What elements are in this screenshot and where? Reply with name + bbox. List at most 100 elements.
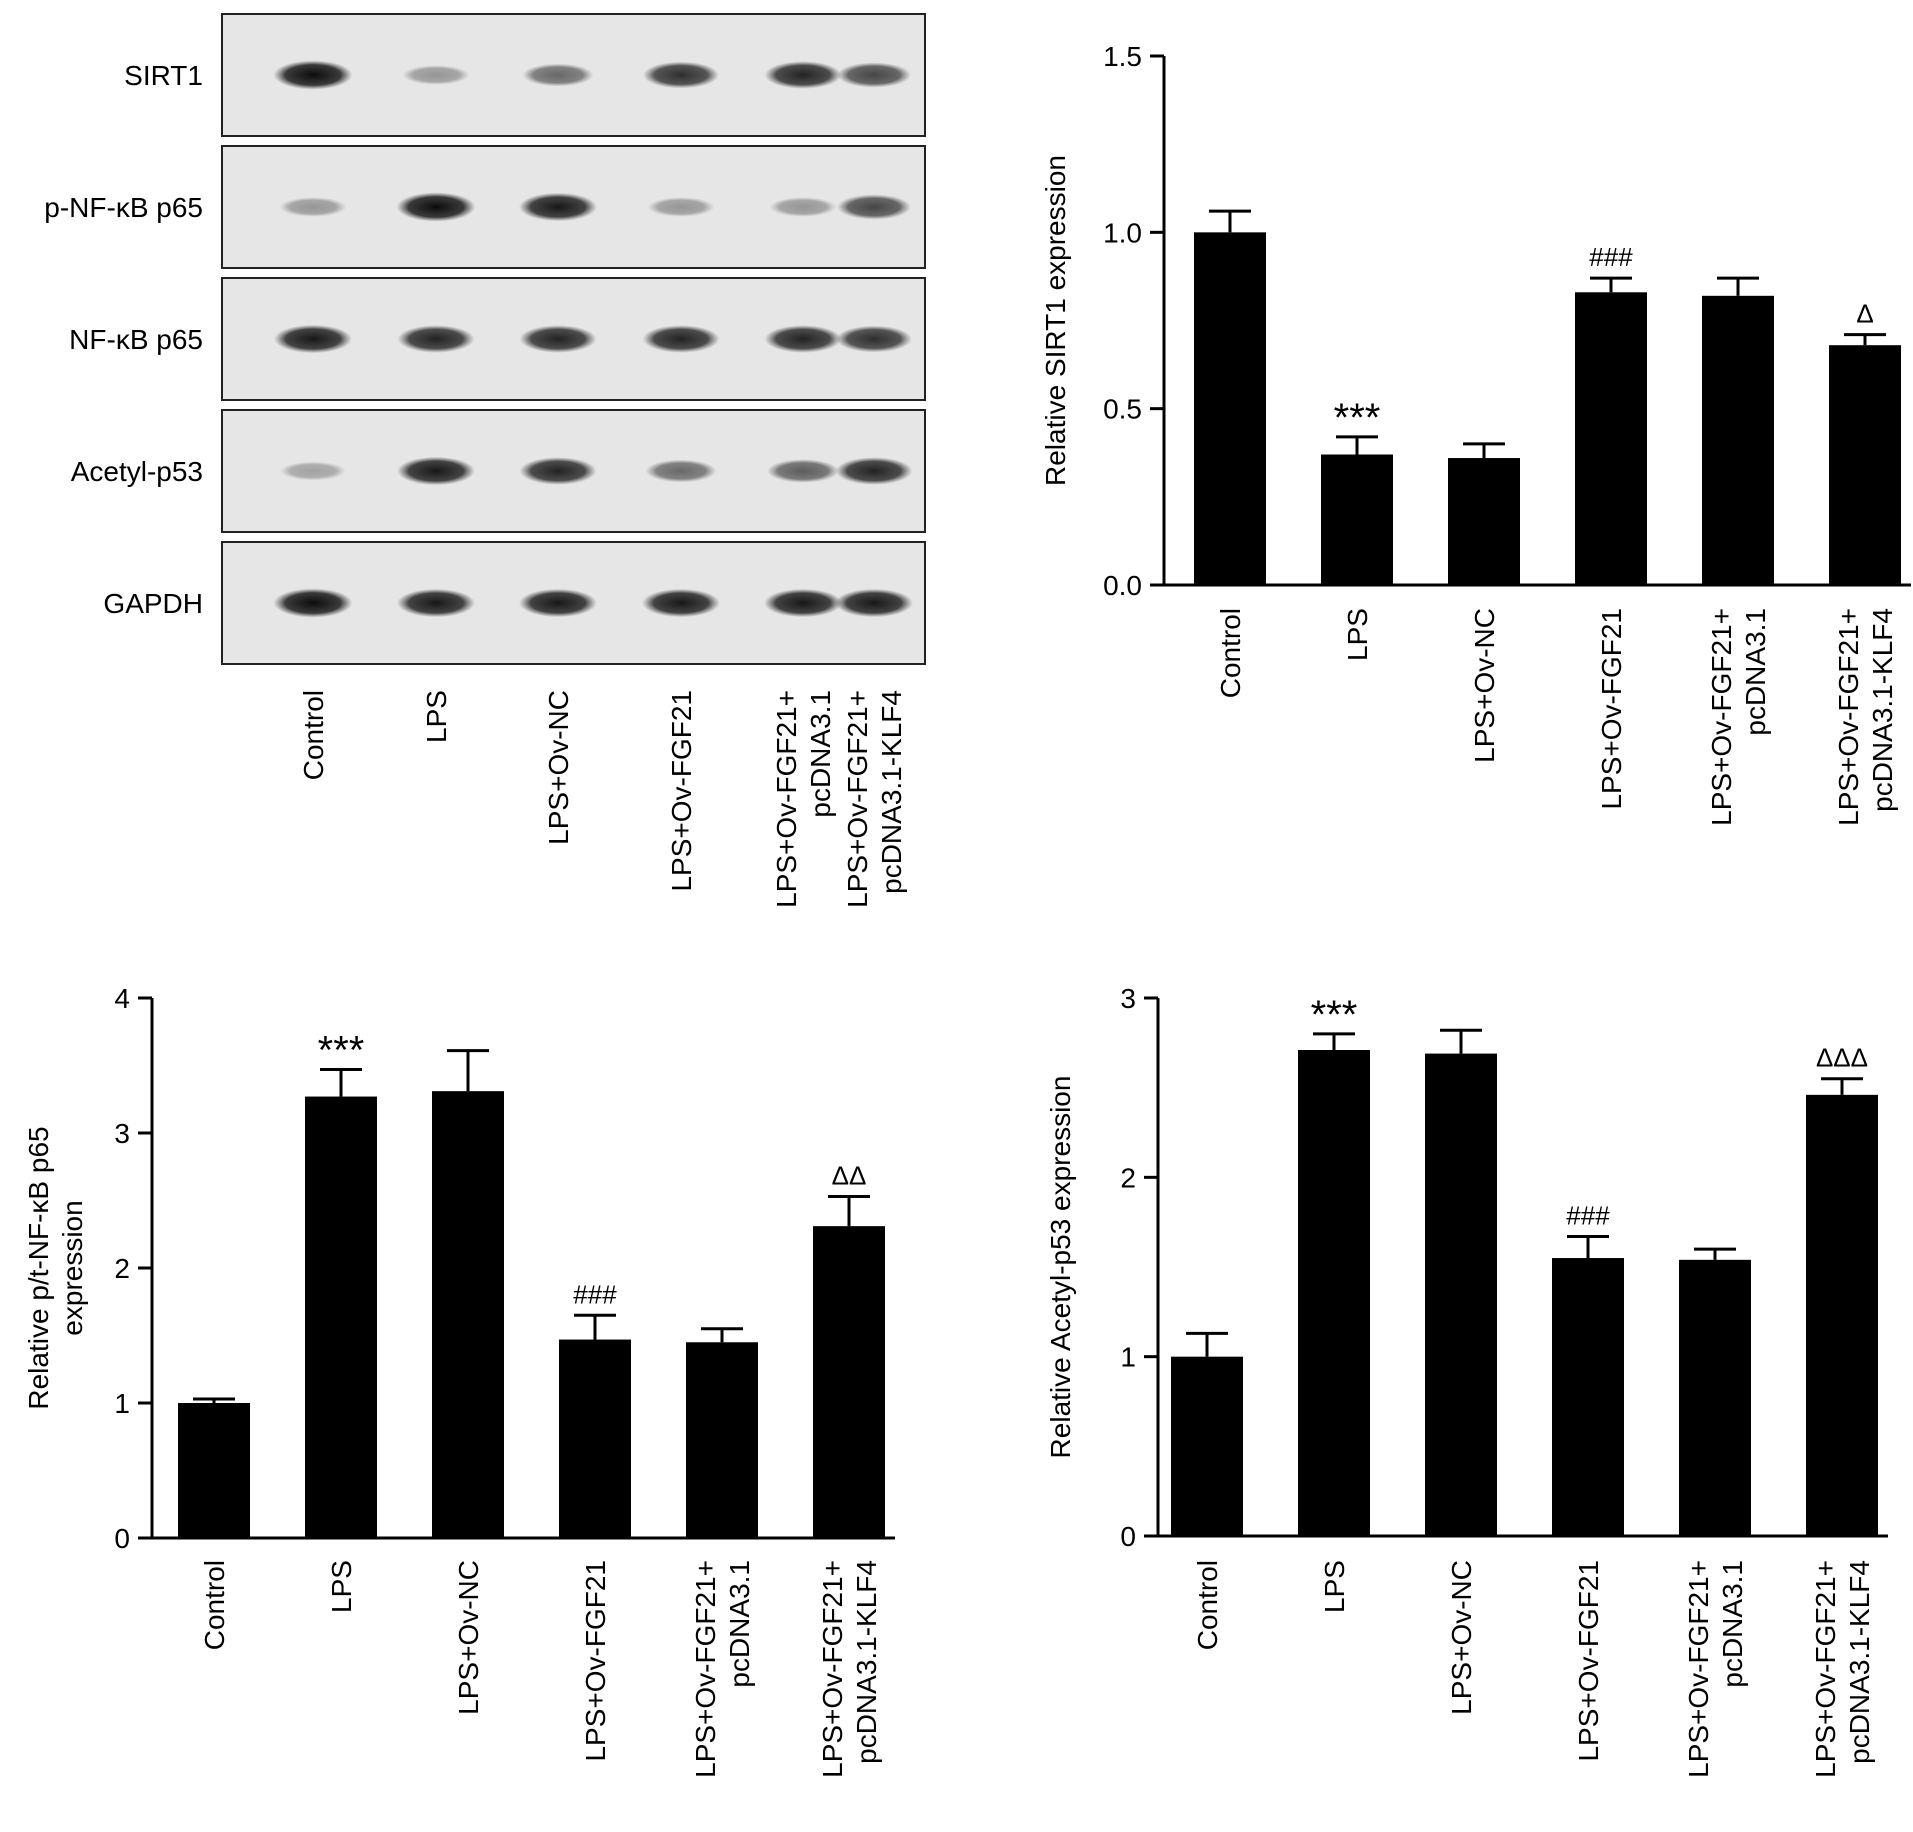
- y-tick-label: 1: [114, 1388, 130, 1419]
- x-tick-label-0: Control: [1215, 608, 1246, 698]
- blot-lane-label-text: LPS+Ov-FGF21+: [842, 690, 873, 908]
- x-tick-label-text: Control: [199, 1560, 230, 1650]
- blot-band: [273, 588, 353, 618]
- blot-band: [402, 65, 470, 85]
- bar: [1552, 1258, 1624, 1536]
- x-tick-label-1: LPS: [1342, 608, 1373, 661]
- blot-band: [764, 325, 842, 353]
- blot-band: [835, 588, 913, 618]
- blot-row-label-1: p-NF-κB p65: [44, 192, 203, 223]
- bar: [1829, 345, 1901, 585]
- blot-band: [647, 197, 715, 217]
- x-tick-label-text: LPS+Ov-FGF21: [1573, 1560, 1604, 1762]
- x-tick-label-text: LPS+Ov-NC: [1446, 1560, 1477, 1715]
- blot-lane-label-3: LPS+Ov-FGF21: [666, 690, 697, 892]
- bar: [1679, 1259, 1751, 1536]
- acetyl-p53-chart-svg: 0 1 2 3 Relative Acetyl-p53 expression Contro…: [1045, 983, 1888, 1778]
- sirt1-chart-svg: 0.0 0.5 1.0 1.5 Relative SIRT1 expression Con…: [1040, 41, 1911, 826]
- blot-band: [519, 588, 597, 618]
- x-tick-label-text: LPS+Ov-NC: [453, 1560, 484, 1715]
- x-tick-label-text: LPS: [1319, 1560, 1350, 1613]
- y-tick-label: 0.5: [1103, 394, 1142, 425]
- x-tick-label-2: LPS+Ov-NC: [453, 1560, 484, 1715]
- y-axis-title-text: Relative Acetyl-p53 expression: [1045, 1076, 1076, 1459]
- bar: [1425, 1053, 1497, 1536]
- x-tick-label-text: pcDNA3.1: [1740, 608, 1771, 736]
- y-tick-label: 1: [1120, 1342, 1136, 1373]
- y-axis-title-text: Relative p/t-NF-κB p65: [23, 1126, 54, 1409]
- blot-lane-label-1: LPS: [421, 690, 452, 743]
- y-tick-label: 1.0: [1103, 217, 1142, 248]
- x-tick-label-5: LPS+Ov-FGF21+ pcDNA3.1-KLF4: [1833, 608, 1898, 826]
- y-axis-title: Relative SIRT1 expression: [1040, 155, 1071, 486]
- blot-band: [397, 325, 475, 353]
- blot-band: [280, 461, 346, 481]
- x-tick-label-5: LPS+Ov-FGF21+ pcDNA3.1-KLF4: [1810, 1560, 1875, 1778]
- blot-band: [642, 325, 720, 353]
- x-tick-label-3: LPS+Ov-FGF21: [1573, 1560, 1604, 1762]
- blot-band: [273, 60, 353, 90]
- x-tick-label-5: LPS+Ov-FGF21+ pcDNA3.1-KLF4: [817, 1560, 882, 1778]
- blot-lane-label-0: Control: [298, 690, 329, 780]
- nfkb-chart-svg: 0 1 2 3 4 Relative p/t-NF-κB p65 expression Con…: [23, 983, 895, 1778]
- blot-lane-label-text: pcDNA3.1-KLF4: [876, 690, 907, 894]
- y-tick-label: 0: [1120, 1521, 1136, 1552]
- y-tick-label: 1.5: [1103, 41, 1142, 72]
- x-tick-label-text: pcDNA3.1-KLF4: [851, 1560, 882, 1764]
- y-axis-title: Relative p/t-NF-κB p65 expression: [23, 1126, 88, 1409]
- x-tick-label-4: LPS+Ov-FGF21+ pcDNA3.1: [690, 1560, 755, 1778]
- x-tick-label-text: LPS+Ov-FGF21+: [690, 1560, 721, 1778]
- bar: [1298, 1050, 1370, 1536]
- blot-lane-label-text: pcDNA3.1: [805, 690, 836, 818]
- y-tick-label: 2: [114, 1253, 130, 1284]
- x-tick-label-4: LPS+Ov-FGF21+ pcDNA3.1: [1706, 608, 1771, 826]
- x-tick-label-4: LPS+Ov-FGF21+ pcDNA3.1: [1683, 1560, 1748, 1778]
- significance-marker: ***: [318, 1029, 365, 1073]
- blot-row-label-3: Acetyl-p53: [71, 456, 203, 487]
- y-tick-label: 2: [1120, 1162, 1136, 1193]
- blot-band: [519, 192, 597, 222]
- blot-band: [274, 324, 352, 354]
- blot-band: [642, 588, 720, 618]
- blot-band: [522, 63, 594, 87]
- x-tick-label-3: LPS+Ov-FGF21: [580, 1560, 611, 1762]
- blot-band: [837, 194, 911, 220]
- bar: [1171, 1356, 1243, 1536]
- acetyl-p53-bar-chart: 0 1 2 3 Relative Acetyl-p53 expression Contro…: [1000, 960, 1913, 1832]
- blot-band: [645, 459, 717, 483]
- x-tick-label-text: LPS: [326, 1560, 357, 1613]
- x-tick-label-text: LPS+Ov-FGF21: [1596, 608, 1627, 810]
- bar: [305, 1096, 377, 1538]
- blot-band: [767, 459, 839, 483]
- y-tick-label: 3: [1120, 983, 1136, 1014]
- western-blot-panel: SIRT1 p-NF-κB p65 NF-κB p65 Acetyl-p53 GAPDH…: [0, 0, 940, 960]
- blot-lane-label-text: LPS: [421, 690, 452, 743]
- x-tick-label-text: Control: [1215, 608, 1246, 698]
- x-tick-label-text: pcDNA3.1: [724, 1560, 755, 1688]
- significance-marker: ΔΔΔ: [1816, 1043, 1868, 1073]
- blot-band: [396, 192, 476, 222]
- x-tick-label-1: LPS: [326, 1560, 357, 1613]
- blot-band: [836, 325, 912, 353]
- blot-band: [397, 588, 475, 618]
- y-tick-label: 0: [114, 1523, 130, 1554]
- x-tick-label-text: Control: [1192, 1560, 1223, 1650]
- blot-band: [764, 61, 842, 89]
- bar: [686, 1342, 758, 1538]
- significance-marker: ***: [1311, 993, 1358, 1037]
- bar: [559, 1339, 631, 1538]
- blot-lane-label-text: LPS+Ov-NC: [543, 690, 574, 845]
- x-tick-label-2: LPS+Ov-NC: [1469, 608, 1500, 763]
- x-tick-label-0: Control: [1192, 1560, 1223, 1650]
- bar: [1575, 292, 1647, 585]
- x-tick-label-text: pcDNA3.1-KLF4: [1867, 608, 1898, 812]
- x-tick-label-text: pcDNA3.1-KLF4: [1844, 1560, 1875, 1764]
- blot-band: [519, 457, 597, 485]
- blot-band: [835, 457, 913, 485]
- blot-row-label-2: NF-κB p65: [69, 324, 203, 355]
- x-tick-label-2: LPS+Ov-NC: [1446, 1560, 1477, 1715]
- x-tick-label-text: pcDNA3.1: [1717, 1560, 1748, 1688]
- blot-lane-label-4: LPS+Ov-FGF21+ pcDNA3.1: [771, 690, 836, 908]
- y-axis-title: Relative Acetyl-p53 expression: [1045, 1076, 1076, 1459]
- bar: [1806, 1094, 1878, 1536]
